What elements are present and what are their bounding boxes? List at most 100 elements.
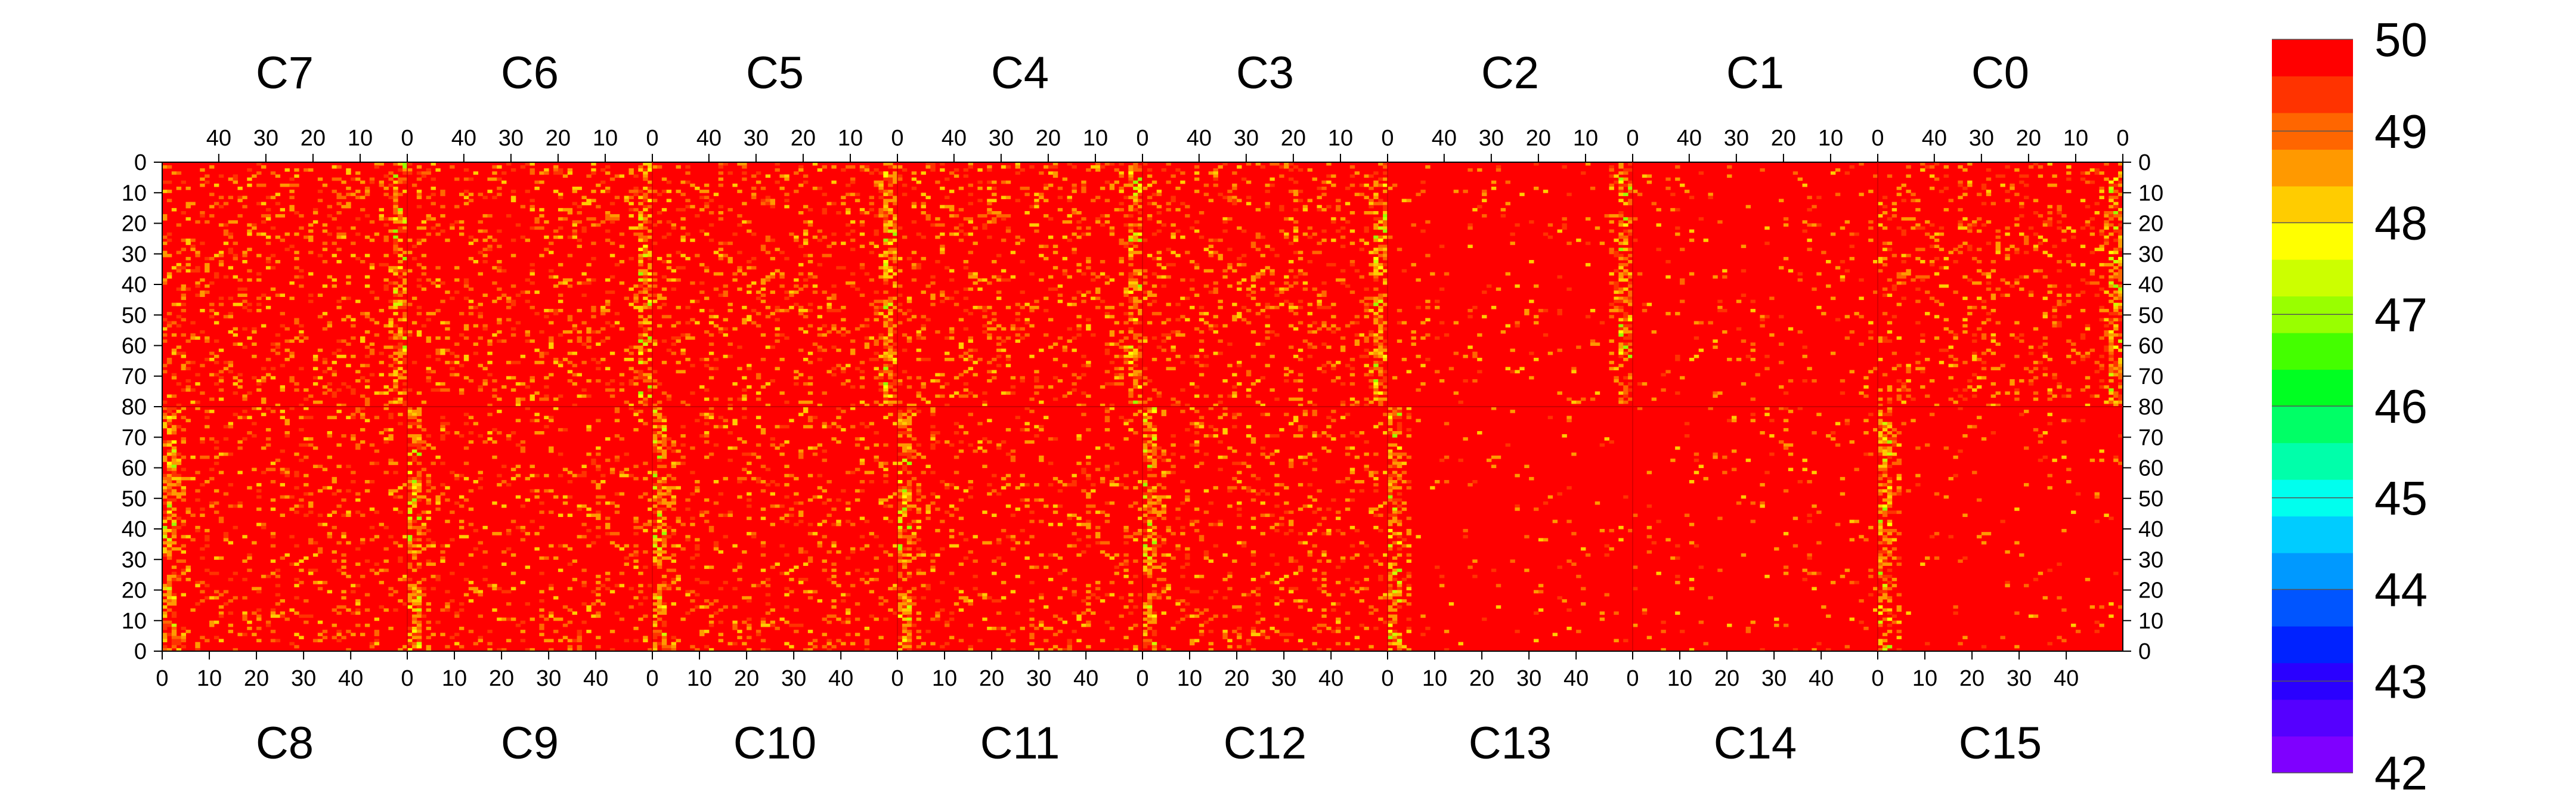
heatmap-cell: [379, 391, 384, 395]
heatmap-cell: [779, 275, 785, 279]
heatmap-cell: [1180, 296, 1185, 301]
heatmap-cell: [2010, 284, 2015, 288]
heatmap-cell: [648, 376, 653, 380]
heatmap-cell: [1623, 318, 1628, 322]
heatmap-cell: [2109, 293, 2114, 298]
heatmap-cell: [247, 177, 252, 181]
heatmap-cell: [1425, 318, 1431, 322]
heatmap-cell: [987, 208, 992, 212]
heatmap-cell: [2005, 253, 2010, 258]
heatmap-cell: [1293, 229, 1299, 233]
heatmap-cell: [398, 327, 403, 331]
heatmap-cell: [1109, 226, 1115, 230]
heatmap-cell: [1840, 278, 1846, 282]
heatmap-cell: [558, 333, 564, 337]
heatmap-cell: [1373, 391, 1379, 395]
heatmap-cell: [2005, 232, 2010, 236]
heatmap-cell: [402, 180, 408, 184]
heatmap-cell: [1180, 180, 1185, 184]
heatmap-cell: [945, 266, 950, 270]
heatmap-cell: [953, 214, 959, 218]
heatmap-cell: [1270, 247, 1275, 252]
heatmap-cell: [893, 324, 898, 328]
heatmap-cell: [435, 284, 441, 288]
heatmap-cell: [1123, 290, 1129, 294]
heatmap-cell: [1246, 162, 1252, 166]
heatmap-cell: [1416, 388, 1421, 392]
heatmap-cell: [209, 281, 215, 285]
heatmap-cell: [652, 370, 658, 374]
heatmap-cell: [982, 400, 987, 404]
heatmap-cell: [1614, 367, 1619, 371]
heatmap-cell: [195, 250, 200, 255]
heatmap-cell: [1133, 278, 1138, 282]
heatmap-cell: [463, 358, 469, 361]
heatmap-cell: [1972, 354, 1977, 358]
heatmap-cell: [242, 260, 247, 264]
heatmap-cell: [742, 318, 747, 322]
heatmap-cell: [2118, 162, 2123, 166]
heatmap-cell: [888, 312, 893, 315]
heatmap-cell: [1962, 388, 1968, 392]
heatmap-cell: [878, 190, 884, 193]
heatmap-cell: [1425, 220, 1431, 224]
heatmap-cell: [1373, 394, 1379, 398]
heatmap-cell: [1331, 239, 1336, 242]
heatmap-cell: [369, 462, 375, 465]
heatmap-cell: [727, 403, 733, 407]
heatmap-cell: [648, 287, 653, 291]
heatmap-cell: [1717, 305, 1723, 309]
heatmap-cell: [1901, 281, 1906, 285]
heatmap-cell: [1623, 376, 1628, 380]
heatmap-cell: [1298, 256, 1304, 261]
heatmap-cell: [2005, 226, 2010, 230]
heatmap-cell: [336, 339, 342, 343]
heatmap-cell: [468, 199, 474, 203]
heatmap-cell: [888, 165, 893, 169]
heatmap-cell: [223, 232, 229, 236]
heatmap-cell: [973, 272, 978, 276]
heatmap-cell: [205, 416, 210, 420]
heatmap-cell: [1336, 199, 1341, 203]
heatmap-cell: [1623, 287, 1628, 291]
heatmap-cell: [893, 388, 898, 392]
heatmap-cell: [383, 470, 389, 475]
heatmap-cell: [2099, 385, 2104, 389]
heatmap-cell: [888, 199, 893, 203]
heatmap-cell: [332, 278, 337, 282]
heatmap-cell: [704, 202, 710, 206]
heatmap-cell: [2109, 196, 2114, 200]
heatmap-cell: [1213, 239, 1218, 242]
heatmap-cell: [878, 403, 884, 407]
heatmap-cell: [2113, 226, 2119, 230]
heatmap-cell: [930, 293, 936, 298]
heatmap-cell: [648, 162, 653, 166]
heatmap-cell: [1222, 196, 1228, 200]
heatmap-cell: [558, 208, 564, 212]
heatmap-cell: [1383, 379, 1388, 383]
heatmap-cell: [1566, 193, 1572, 196]
heatmap-cell: [530, 205, 535, 209]
heatmap-cell: [1039, 385, 1044, 389]
heatmap-cell: [402, 278, 408, 282]
heatmap-cell: [1887, 174, 1893, 178]
heatmap-cell: [1425, 358, 1431, 361]
heatmap-cell: [200, 278, 205, 282]
heatmap-cell: [902, 168, 908, 172]
heatmap-cell: [270, 348, 276, 352]
heatmap-cell: [421, 324, 427, 328]
heatmap-cell: [1349, 382, 1355, 386]
heatmap-cell: [2109, 373, 2114, 377]
heatmap-cell: [657, 296, 662, 301]
heatmap-cell: [2014, 223, 2020, 227]
heatmap-cell: [398, 177, 403, 181]
heatmap-cell: [1529, 376, 1534, 380]
heatmap-cell: [393, 324, 398, 328]
heatmap-cell: [925, 358, 931, 361]
heatmap-cell: [2109, 275, 2114, 279]
heatmap-cell: [223, 367, 229, 371]
heatmap-cell: [1307, 400, 1313, 404]
heatmap-cell: [883, 263, 888, 267]
heatmap-cell: [431, 370, 436, 374]
heatmap-cell: [652, 339, 658, 343]
